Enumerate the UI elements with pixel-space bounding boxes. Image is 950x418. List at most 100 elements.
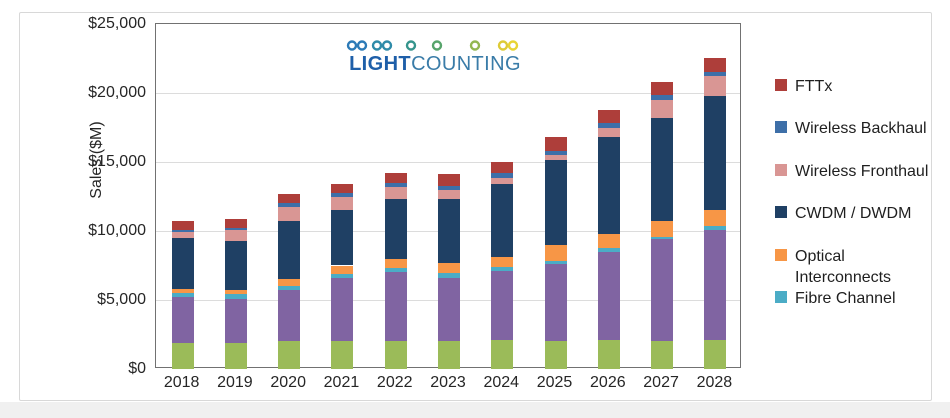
bar-segment-2023-optical-interconnects (438, 263, 460, 274)
bar-segment-2021-unlabeled-purple-segment (331, 277, 354, 342)
legend: FTTx Wireless Backhaul Wireless Fronthaul C… (775, 0, 945, 418)
legend-swatch-icon (775, 291, 787, 303)
bar-segment-2020-fibre-channel (278, 286, 301, 291)
bar-segment-2028-optical-interconnects (704, 209, 727, 227)
bar-segment-2019-fibre-channel (224, 294, 247, 299)
bar-segment-2018-optical-interconnects (171, 288, 194, 294)
logo-word-light: LIGHT (349, 53, 412, 75)
bar-segment-2021-wireless-fronthaul (331, 197, 354, 211)
bar-segment-2026-cwdm-dwdm (597, 137, 620, 234)
bar-segment-2021-wireless-backhaul (331, 193, 354, 198)
y-tick-label-5000: $5,000 (97, 290, 146, 308)
legend-swatch-icon (775, 206, 787, 218)
plot-area (155, 23, 741, 369)
legend-item-wireless-backhaul: Wireless Backhaul (775, 118, 927, 139)
bar-segment-2026-wireless-backhaul (597, 123, 620, 129)
bar-segment-2020-wireless-backhaul (278, 202, 301, 207)
bar-segment-2020-optical-interconnects (278, 278, 301, 287)
bar-segment-2025-unlabeled-green-segment (544, 341, 567, 369)
bar-segment-2019-cwdm-dwdm (224, 241, 247, 290)
logo-word-counting: COUNTING (411, 53, 521, 75)
bar-segment-2027-unlabeled-purple-segment (651, 239, 674, 342)
bar-segment-2019-wireless-fronthaul (224, 230, 247, 242)
bar-segment-2026-wireless-fronthaul (597, 128, 620, 138)
y-tick-label-25000: $25,000 (88, 14, 146, 32)
bar-segment-2020-fttx (278, 194, 301, 203)
x-tick-label-2028: 2028 (696, 374, 733, 391)
bar-segment-2027-wireless-fronthaul (651, 99, 674, 118)
bar-segment-2020-unlabeled-purple-segment (278, 290, 301, 342)
bar-segment-2018-wireless-fronthaul (171, 232, 194, 238)
legend-swatch-icon (775, 164, 787, 176)
bar-segment-2021-fttx (331, 184, 354, 194)
bar-segment-2028-wireless-fronthaul (704, 76, 727, 97)
gridline-15000 (156, 162, 740, 163)
bar-segment-2023-wireless-backhaul (438, 186, 460, 191)
legend-label: CWDM / DWDM (795, 205, 912, 222)
bar-segment-2018-wireless-backhaul (171, 229, 194, 233)
bar-segment-2024-fttx (491, 162, 514, 174)
bar-segment-2027-fttx (651, 81, 674, 96)
y-tick-label-15000: $15,000 (88, 152, 146, 170)
legend-swatch-icon (775, 249, 787, 261)
y-tick-label-20000: $20,000 (88, 83, 146, 101)
bar-segment-2028-unlabeled-green-segment (704, 340, 727, 369)
bar-segment-2024-cwdm-dwdm (491, 184, 514, 258)
legend-label: Wireless Fronthaul (795, 163, 929, 180)
bar-segment-2027-fibre-channel (651, 236, 674, 240)
bar-segment-2027-unlabeled-green-segment (651, 341, 674, 369)
bar-segment-2027-wireless-backhaul (651, 95, 674, 100)
bar-segment-2018-cwdm-dwdm (171, 237, 194, 289)
bar-segment-2024-unlabeled-purple-segment (491, 271, 514, 341)
bar-segment-2026-unlabeled-green-segment (597, 340, 620, 369)
legend-item-cwdm-dwdm: CWDM / DWDM (775, 203, 911, 224)
bar-segment-2021-fibre-channel (331, 273, 354, 278)
x-tick-label-2020: 2020 (270, 374, 306, 391)
bar-segment-2025-wireless-fronthaul (544, 155, 567, 160)
bar-segment-2018-unlabeled-green-segment (171, 342, 194, 369)
bar-segment-2021-cwdm-dwdm (331, 210, 354, 266)
bar-segment-2024-wireless-fronthaul (491, 177, 514, 185)
legend-label: Optical Interconnects (795, 248, 892, 286)
bar-segment-2027-optical-interconnects (651, 221, 674, 237)
bar-segment-2019-unlabeled-green-segment (224, 342, 247, 369)
bar-segment-2018-unlabeled-purple-segment (171, 297, 194, 343)
bar-segment-2019-wireless-backhaul (224, 228, 247, 231)
x-tick-label-2018: 2018 (163, 374, 200, 391)
bar-segment-2023-unlabeled-purple-segment (438, 277, 460, 342)
bar-segment-2022-cwdm-dwdm (384, 199, 407, 259)
bar-segment-2028-fibre-channel (704, 226, 727, 230)
bar-segment-2025-wireless-backhaul (544, 150, 567, 156)
bar-segment-2018-fibre-channel (171, 293, 194, 298)
bar-segment-2021-optical-interconnects (331, 265, 354, 274)
legend-label: FTTx (795, 78, 833, 95)
bar-segment-2025-cwdm-dwdm (544, 159, 567, 246)
x-tick-label-2025: 2025 (536, 374, 573, 391)
bar-segment-2020-unlabeled-green-segment (278, 341, 301, 369)
legend-item-fibre-channel: Fibre Channel (775, 288, 896, 309)
bar-segment-2028-fttx (704, 57, 727, 72)
bar-segment-2025-optical-interconnects (544, 245, 567, 261)
bar-segment-2023-cwdm-dwdm (438, 198, 460, 264)
bar-segment-2025-fttx (544, 137, 567, 151)
x-tick-label-2019: 2019 (217, 374, 253, 391)
bar-segment-2024-fibre-channel (491, 266, 514, 271)
bar-segment-2026-optical-interconnects (597, 233, 620, 248)
bar-segment-2025-unlabeled-purple-segment (544, 264, 567, 342)
bar-segment-2022-wireless-backhaul (384, 182, 407, 187)
bar-segment-2023-unlabeled-green-segment (438, 341, 460, 369)
bar-segment-2022-optical-interconnects (384, 258, 407, 269)
lightcounting-logo: LIGHTCOUNTING (337, 38, 533, 74)
bar-segment-2019-fttx (224, 219, 247, 229)
legend-item-wireless-fronthaul: Wireless Fronthaul (775, 161, 928, 182)
x-tick-label-2023: 2023 (430, 374, 466, 391)
x-tick-label-2027: 2027 (643, 374, 679, 391)
logo-wordmark: LIGHTCOUNTING (337, 54, 533, 74)
bar-segment-2022-fttx (384, 173, 407, 183)
x-tick-label-2022: 2022 (376, 374, 413, 391)
legend-item-optical-interconnects: Optical Interconnects (775, 246, 891, 288)
bar-segment-2023-fibre-channel (438, 273, 460, 278)
bar-segment-2024-unlabeled-green-segment (491, 340, 514, 369)
logo-bead-string-icon (343, 40, 527, 51)
